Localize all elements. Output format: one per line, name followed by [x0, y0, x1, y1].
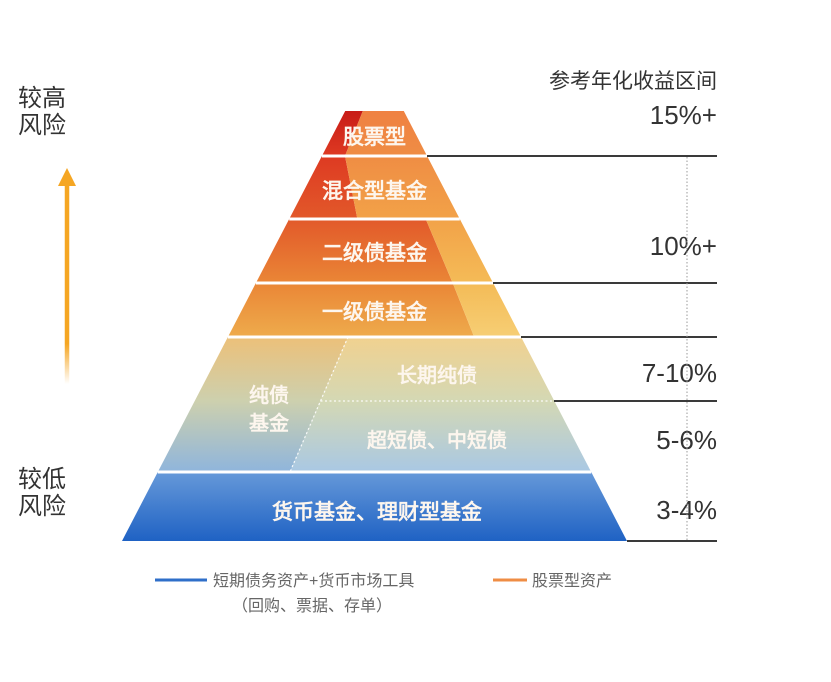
svg-text:基金: 基金: [249, 411, 290, 435]
svg-text:参考年化收益区间: 参考年化收益区间: [549, 70, 717, 93]
svg-text:3-4%: 3-4%: [656, 495, 717, 525]
svg-text:风险: 风险: [18, 493, 66, 520]
svg-text:较低: 较低: [18, 466, 66, 493]
svg-text:10%+: 10%+: [650, 231, 717, 261]
svg-text:二级债基金: 二级债基金: [322, 241, 428, 265]
svg-text:7-10%: 7-10%: [642, 358, 717, 388]
svg-text:5-6%: 5-6%: [656, 425, 717, 455]
svg-text:一级债基金: 一级债基金: [322, 300, 428, 324]
svg-text:货币基金、理财型基金: 货币基金、理财型基金: [272, 500, 483, 524]
svg-text:短期债务资产+货币市场工具: 短期债务资产+货币市场工具: [213, 572, 414, 590]
svg-text:15%+: 15%+: [650, 100, 717, 130]
svg-text:股票型: 股票型: [343, 126, 406, 149]
svg-text:超短债、中短债: 超短债、中短债: [366, 428, 507, 452]
svg-text:风险: 风险: [18, 112, 66, 139]
svg-text:混合型基金: 混合型基金: [322, 179, 428, 203]
svg-text:纯债: 纯债: [249, 383, 289, 407]
svg-text:股票型资产: 股票型资产: [532, 572, 612, 590]
svg-text:（回购、票据、存单）: （回购、票据、存单）: [232, 597, 392, 615]
svg-text:长期纯债: 长期纯债: [397, 363, 477, 387]
svg-text:较高: 较高: [18, 85, 66, 112]
